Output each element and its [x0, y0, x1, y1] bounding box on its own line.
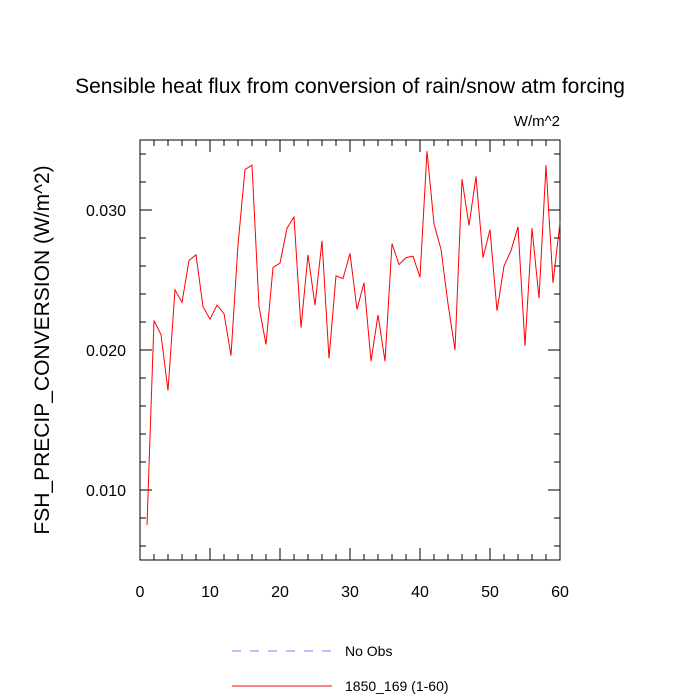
legend-label: No Obs — [345, 643, 392, 659]
series-layer — [146, 151, 561, 526]
units-label: W/m^2 — [514, 113, 560, 130]
y-axis-ticks: 0.010 0.020 0.030 — [86, 153, 560, 547]
series-line — [146, 151, 561, 526]
y-axis-label: FSH_PRECIP_CONVERSION (W/m^2) — [31, 165, 54, 534]
legend: No Obs 1850_169 (1-60) — [232, 643, 449, 694]
x-tick-label: 60 — [551, 584, 569, 601]
x-tick-label: 40 — [411, 584, 429, 601]
x-tick-label: 50 — [481, 584, 499, 601]
x-tick-label: 0 — [136, 584, 145, 601]
x-tick-label: 10 — [201, 584, 219, 601]
y-tick-label: 0.020 — [86, 343, 126, 360]
y-tick-label: 0.010 — [86, 483, 126, 500]
x-tick-label: 30 — [341, 584, 359, 601]
y-tick-label: 0.030 — [86, 203, 126, 220]
x-tick-label: 20 — [271, 584, 289, 601]
plot-frame — [139, 139, 561, 561]
legend-label: 1850_169 (1-60) — [345, 678, 449, 694]
chart-title: Sensible heat flux from conversion of ra… — [75, 75, 625, 98]
x-axis-ticks: 0 10 20 30 40 50 60 — [136, 140, 569, 601]
